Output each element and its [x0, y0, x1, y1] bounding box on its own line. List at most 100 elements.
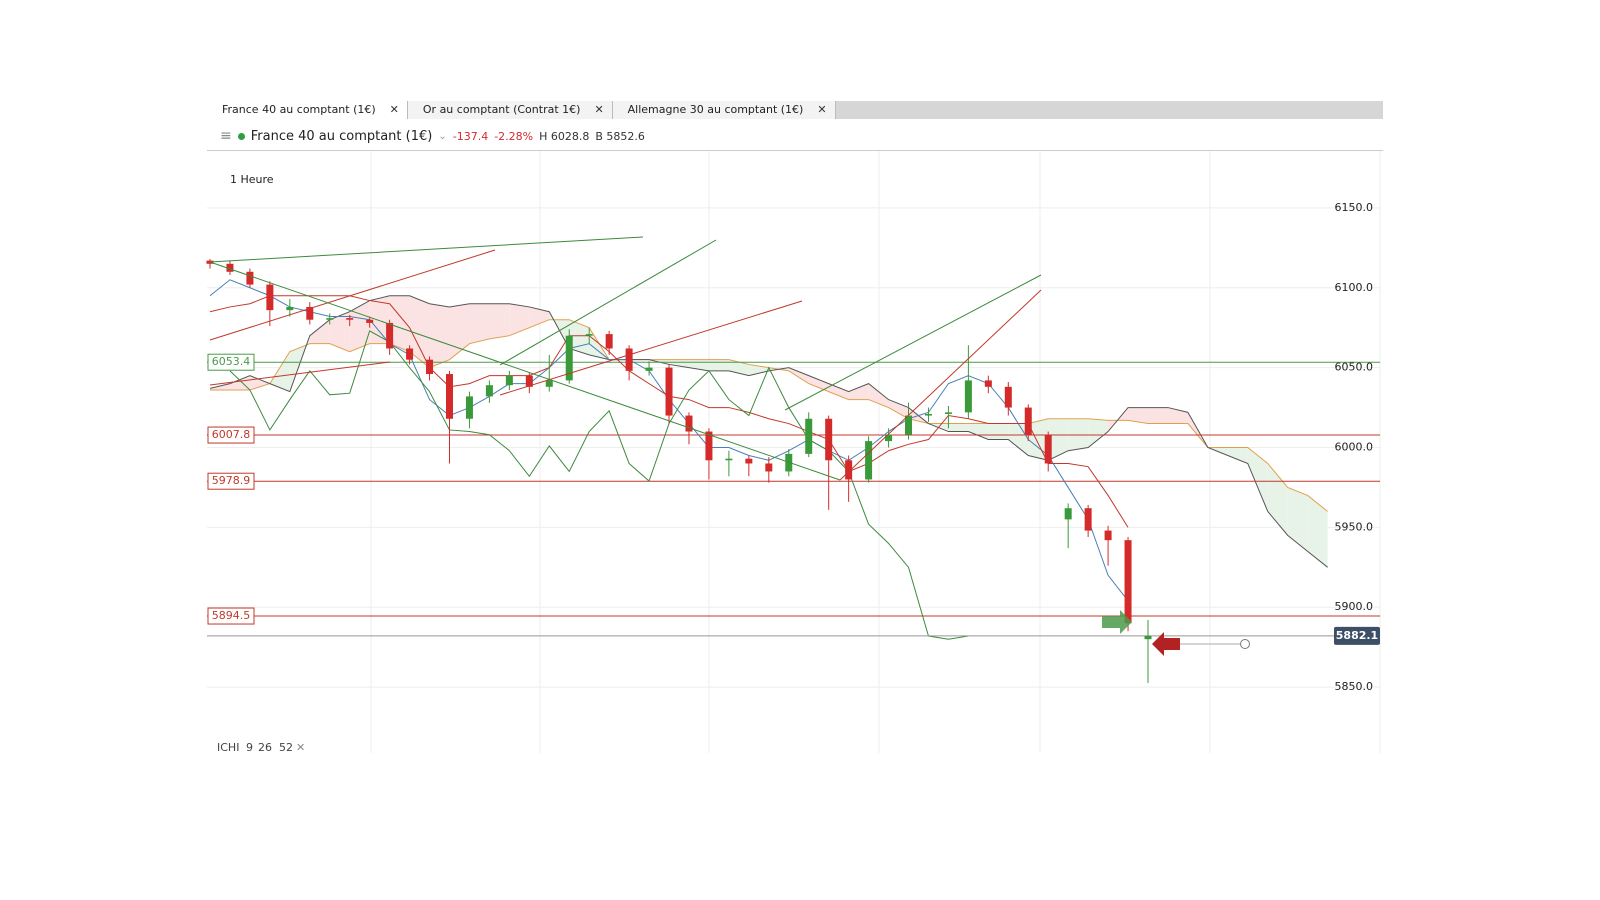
cloud-fill [329, 311, 350, 352]
candle-body [346, 318, 354, 320]
candle-body [585, 334, 593, 336]
cloud-fill [1267, 463, 1288, 536]
candle-body [406, 348, 414, 360]
candle-body [745, 458, 753, 464]
indicator-param: 9 [246, 741, 253, 754]
tab-label: Allemagne 30 au comptant (1€) [627, 103, 804, 116]
cloud-fill [1287, 487, 1308, 552]
buy-arrow[interactable] [1102, 610, 1132, 634]
candle-body [805, 418, 813, 454]
candle-body [545, 380, 553, 387]
low: B 5852.6 [595, 129, 645, 143]
candle-body [845, 460, 853, 480]
cloud-fill [828, 383, 849, 400]
cloud-fill [309, 319, 330, 344]
cloud-fill [708, 359, 729, 371]
candle-body [1044, 434, 1052, 464]
candle-body [505, 375, 513, 386]
trend-line[interactable] [784, 274, 1042, 411]
candle-body [725, 458, 733, 461]
level-label: 6007.8 [212, 428, 251, 441]
candle-body [885, 434, 893, 442]
menu-icon[interactable]: ≡ [220, 128, 232, 144]
cloud-fill [1307, 495, 1328, 568]
indicator-line [229, 330, 969, 640]
cloud-fill [1128, 407, 1148, 424]
instrument-title[interactable]: France 40 au comptant (1€) [250, 128, 433, 144]
candle-body [386, 322, 394, 349]
candle-body [1144, 635, 1152, 640]
close-icon[interactable]: ✕ [817, 103, 827, 116]
trend-line[interactable] [499, 300, 803, 396]
tab[interactable]: Allemagne 30 au comptant (1€) ✕ [612, 101, 836, 119]
vertical-grid [370, 151, 1381, 753]
close-icon[interactable]: ✕ [594, 103, 604, 116]
order-handle[interactable] [1240, 639, 1250, 649]
cloud-fill [1247, 447, 1268, 512]
cloud-fill [848, 383, 869, 400]
candle-body [625, 348, 633, 371]
candle-body [984, 380, 992, 387]
level-label: 5894.5 [212, 609, 251, 622]
cloud-fill [229, 375, 250, 391]
cloud-fill [788, 367, 809, 384]
dropdown-icon[interactable]: ⌄ [438, 130, 447, 142]
trend-line[interactable] [499, 239, 717, 366]
candle-body [306, 306, 314, 320]
candle-body [1004, 386, 1012, 408]
cloud-fill [509, 303, 530, 336]
candle-body [426, 359, 434, 375]
cloud-fill [409, 295, 430, 368]
instrument-header: ≡ France 40 au comptant (1€) ⌄ -137.4 -2… [220, 127, 645, 145]
cloud-fill [429, 303, 450, 368]
cloud-fill [469, 303, 490, 344]
candle-body [246, 271, 254, 285]
y-tick-label: 5900.0 [1335, 600, 1374, 613]
candle-body [445, 374, 453, 419]
senkou-b [209, 295, 1328, 568]
drawings [209, 236, 1250, 656]
cloud-fill [449, 303, 470, 360]
candle-body [605, 334, 613, 349]
candle-body [865, 441, 873, 480]
trend-line[interactable] [209, 261, 841, 481]
trend-line[interactable] [209, 361, 391, 386]
cloud-fill [808, 375, 829, 392]
tab[interactable]: France 40 au comptant (1€) ✕ [207, 101, 408, 119]
candle-body [924, 413, 932, 416]
y-tick-label: 6050.0 [1335, 361, 1374, 374]
close-icon[interactable]: ✕ [389, 103, 399, 116]
trend-line[interactable] [209, 236, 644, 263]
cloud-fill [968, 423, 989, 440]
y-tick-label: 6150.0 [1335, 201, 1374, 214]
candle-body [465, 396, 473, 419]
high: H 6028.8 [539, 129, 590, 143]
indicator-name[interactable]: ICHI [217, 741, 239, 754]
interval-label[interactable]: 1 Heure [230, 173, 274, 186]
candle-body [705, 431, 713, 461]
tab-label: France 40 au comptant (1€) [222, 103, 376, 116]
cloud-fill [349, 300, 370, 352]
level-label-box [207, 607, 255, 625]
remove-indicator[interactable]: ✕ [296, 741, 305, 754]
cloud-fill [1028, 418, 1049, 461]
level-label-box [207, 426, 255, 444]
price-label-box [1334, 626, 1380, 645]
level-label-box [207, 472, 255, 490]
candle-body [645, 367, 653, 371]
change: -137.4 [452, 129, 489, 143]
trend-line[interactable] [839, 289, 1042, 481]
cloud-fill [1148, 407, 1168, 424]
sell-arrow[interactable] [1152, 632, 1180, 656]
candle-body [765, 463, 773, 472]
candle-body [1024, 407, 1032, 435]
level-label: 6053.4 [212, 355, 251, 368]
candle-body [944, 412, 952, 414]
candle-body [1104, 530, 1112, 541]
level-label-box [207, 353, 255, 371]
tab[interactable]: Or au comptant (Contrat 1€) ✕ [407, 101, 613, 119]
cloud-fill [868, 383, 889, 408]
trend-line[interactable] [209, 249, 496, 341]
indicator-param: 52 [279, 741, 293, 754]
